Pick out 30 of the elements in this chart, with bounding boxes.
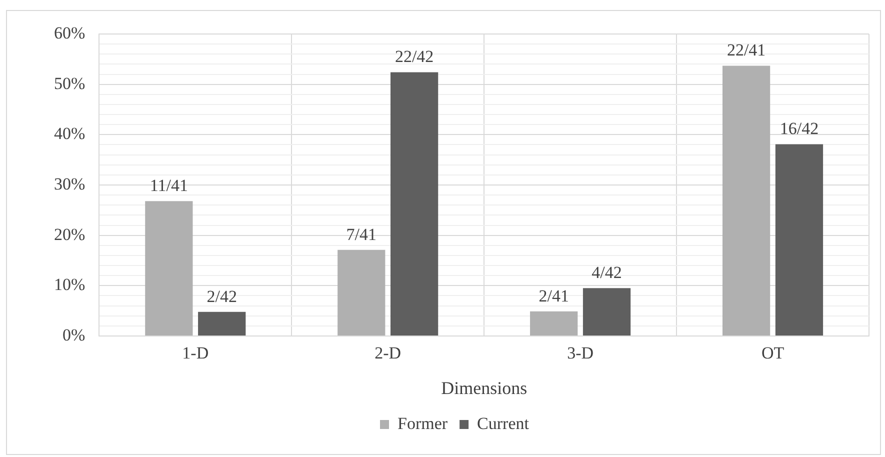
y-tick-label: 10% [54, 275, 86, 294]
data-label: 4/42 [592, 263, 622, 282]
x-tick-label: 3-D [567, 344, 594, 363]
y-tick-label: 50% [54, 74, 86, 93]
y-tick-label: 20% [54, 224, 86, 244]
y-tick-label: 60% [54, 23, 86, 42]
data-label: 11/41 [150, 176, 188, 196]
bar [390, 72, 438, 336]
data-label: 22/41 [726, 40, 766, 60]
data-label: 7/41 [346, 224, 377, 244]
bar [198, 312, 246, 336]
legend-label: Former [398, 414, 448, 433]
bar [530, 311, 578, 336]
x-axis-title: Dimensions [441, 378, 528, 398]
x-tick-label: OT [761, 344, 785, 363]
bar [338, 250, 386, 336]
bar [722, 66, 770, 336]
data-label: 2/42 [206, 286, 237, 306]
legend-label: Current [477, 414, 530, 433]
x-tick-label: 1-D [182, 344, 209, 363]
bar [582, 288, 631, 336]
data-label: 22/42 [394, 47, 434, 66]
bar [775, 144, 824, 336]
y-tick-label: 0% [62, 325, 86, 344]
bar [145, 201, 193, 336]
data-label: 16/42 [780, 119, 819, 138]
x-tick-label: 2-D [374, 344, 402, 363]
y-tick-label: 40% [54, 124, 86, 144]
y-tick-label: 30% [54, 174, 86, 194]
data-label: 2/41 [538, 286, 569, 306]
